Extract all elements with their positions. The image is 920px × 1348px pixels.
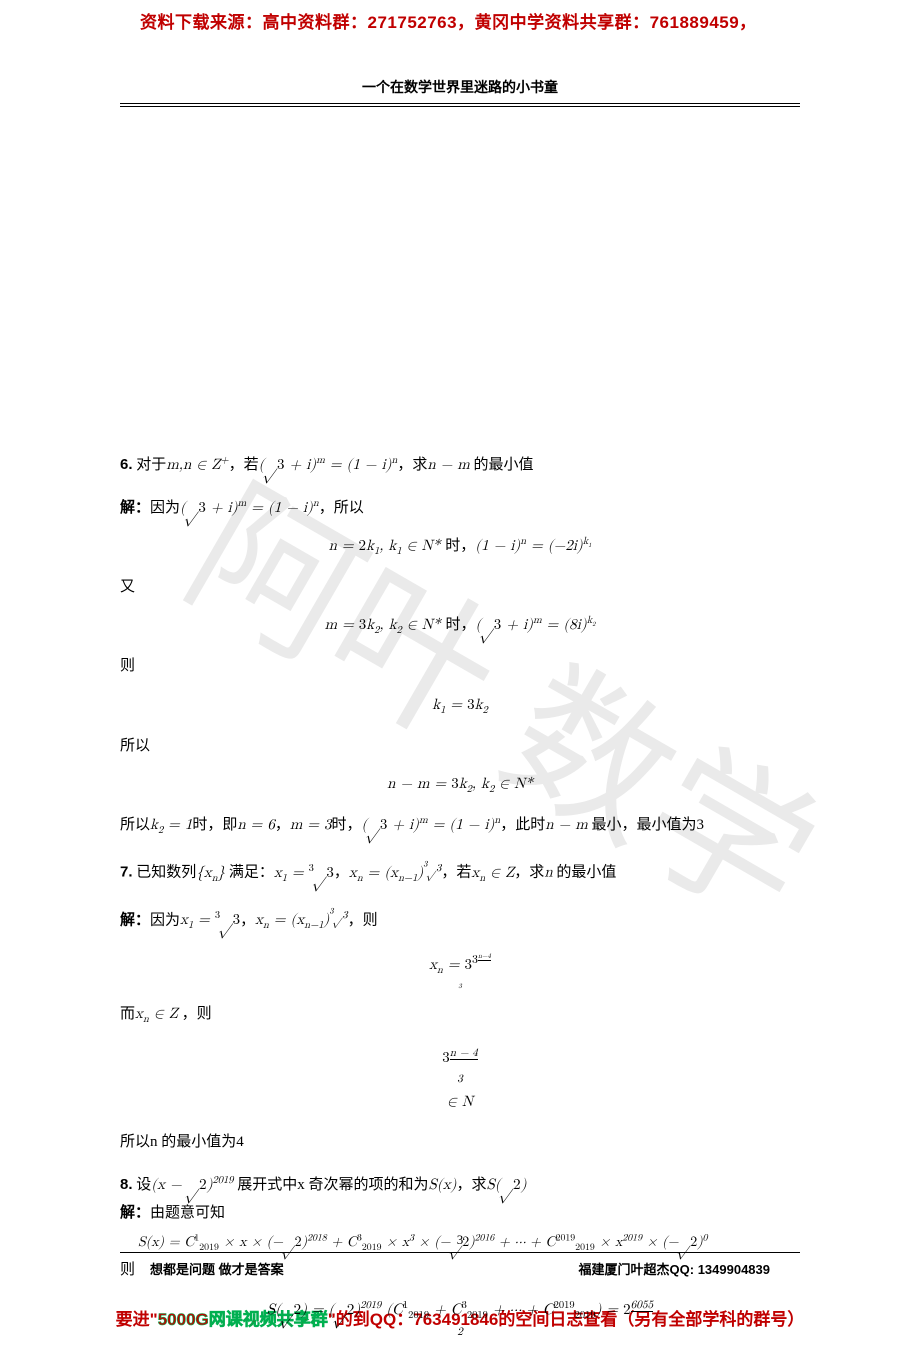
q7-eq-center-2: 3n − 43 ∈ N	[120, 1041, 800, 1118]
q6-conc-6: 最小，最小值为3	[588, 817, 704, 833]
q6-text-1: 对于	[133, 457, 167, 473]
q6-sol-text-2: ，所以	[319, 500, 364, 516]
q6-text-2: ，若	[229, 457, 259, 473]
header-rule-thick	[120, 103, 800, 104]
q6-sol-text-1: 因为	[150, 500, 180, 516]
q7-text-5: 的最小值	[553, 865, 617, 881]
q8-text-2: 展开式中x 奇次幂的项的和为	[234, 1177, 429, 1193]
q6-conc-3: ，	[275, 817, 290, 833]
q6-you: 又	[120, 573, 800, 602]
q7-er-post: ，则	[178, 1006, 212, 1022]
problem-8: 8. 设(x − √2)2019 展开式中x 奇次幂的项的和为S(x)，求S(√…	[120, 1171, 800, 1200]
q6-math-eq1: (√3 + i)m = (1 − i)n	[259, 457, 398, 472]
content-area: 阿叶 数学 6. 对于m,n ∈ Z+，若(√3 + i)m = (1 − i)…	[120, 133, 800, 1338]
q8-ze: 则	[120, 1256, 800, 1285]
q6-sol-eq1: (√3 + i)m = (1 − i)n	[180, 500, 319, 515]
q7-sol-xn: xn = (xn−1)3√3	[255, 912, 347, 927]
q6-suoyi: 所以	[120, 732, 800, 761]
q7-n: n	[544, 865, 552, 880]
problem-6: 6. 对于m,n ∈ Z+，若(√3 + i)m = (1 − i)n，求n −…	[120, 451, 800, 480]
q8-expr: (x − √2)2019	[151, 1177, 233, 1192]
q7-seq: {xn}	[196, 865, 225, 880]
q8-sol-text-1: 由题意可知	[150, 1205, 225, 1221]
q8-Ssqrt2: S(√2)	[487, 1177, 527, 1192]
q8-eq-long: S(x) = C12019 × x × (−√2)2018 + C32019 ×…	[138, 1228, 800, 1256]
q6-eq-center-4: n − m = 3k2, k2 ∈ N*	[120, 770, 800, 801]
q6-eq-center-2: m = 3k2, k2 ∈ N* 时，(√3 + i)m = (8i)k2	[120, 611, 800, 642]
q7-er: 而xn ∈ Z ，则	[120, 1000, 800, 1031]
q7-label: 7.	[120, 864, 133, 881]
q6-eq-center-3: k1 = 3k2	[120, 691, 800, 722]
q8-eq-center-1: S(√2) = (√2)2019 (C12019 + C32019 + ⋯ + …	[120, 1295, 800, 1338]
q8-sol-label: 解：	[120, 1204, 150, 1221]
q7-x1: x1 = 3√3	[274, 865, 334, 880]
q7-sol-text-1: 因为	[150, 912, 180, 928]
q6-text-4: 的最小值	[470, 457, 534, 473]
q6-conclusion: 所以k2 = 1时，即n = 6，m = 3时，(√3 + i)m = (1 −…	[120, 811, 800, 842]
q7-sol-text-2: ，则	[348, 912, 378, 928]
q7-sol-x1: x1 = 3√3	[180, 912, 240, 927]
q6-conc-4: 时，	[331, 817, 361, 833]
q6-label: 6.	[120, 456, 133, 473]
q7-er-pre: 而	[120, 1006, 135, 1022]
q7-eq-center-1: xn = 33n−43	[120, 947, 800, 990]
q6-sol-label: 解：	[120, 499, 150, 516]
q6-conc-m: m = 3	[290, 817, 332, 832]
q7-sol-c1: ，	[240, 912, 255, 928]
q6-conc-1: 所以	[120, 817, 150, 833]
q7-text-1: 已知数列	[133, 865, 197, 881]
q7-text-4: ，求	[514, 865, 544, 881]
page-title: 一个在数学世界里迷路的小书童	[120, 37, 800, 103]
q6-math-mnZ: m,n ∈ Z+	[166, 457, 228, 472]
q8-label: 8.	[120, 1176, 133, 1193]
q7-c1: ，	[334, 865, 349, 881]
q6-conc-n: n = 6	[237, 817, 274, 832]
q6-eq-center-1: n = 2k1, k1 ∈ N* 时，(1 − i)n = (−2i)k1	[120, 532, 800, 563]
header-rule-thin	[120, 106, 800, 107]
banner-top: 资料下载来源：高中资料群：271752763，黄冈中学资料共享群：7618894…	[0, 0, 920, 37]
q6-conc-2: 时，即	[192, 817, 237, 833]
q6-ze: 则	[120, 652, 800, 681]
q6-conc-eq: (√3 + i)m = (1 − i)n	[362, 817, 501, 832]
q7-text-2: 满足：	[225, 865, 274, 881]
q8-text-1: 设	[133, 1177, 152, 1193]
q6-solution-line1: 解：因为(√3 + i)m = (1 − i)n，所以	[120, 494, 800, 523]
q6-text-3: ，求	[397, 457, 427, 473]
q7-xnZ: xn ∈ Z	[471, 865, 514, 880]
q7-solution-line1: 解：因为x1 = 3√3，xn = (xn−1)3√3，则	[120, 904, 800, 937]
q8-text-3: ，求	[456, 1177, 486, 1193]
problem-7: 7. 已知数列{xn} 满足：x1 = 3√3，xn = (xn−1)3√3，若…	[120, 856, 800, 889]
q6-conc-5: ，此时	[500, 817, 545, 833]
q7-text-3: ，若	[441, 865, 471, 881]
page-container: 资料下载来源：高中资料群：271752763，黄冈中学资料共享群：7618894…	[0, 0, 920, 1338]
q6-conc-k: k2 = 1	[150, 817, 192, 832]
q8-solution-line1: 解：由题意可知	[120, 1199, 800, 1228]
q7-conclusion: 所以n 的最小值为4	[120, 1128, 800, 1157]
q7-xn: xn = (xn−1)3√3	[349, 865, 441, 880]
q8-Sx: S(x)	[429, 1177, 457, 1192]
q6-conc-nm: n − m	[545, 817, 587, 832]
q7-sol-label: 解：	[120, 911, 150, 928]
q7-er-xn: xn ∈ Z	[135, 1006, 178, 1021]
q6-math-nm: n − m	[427, 457, 469, 472]
